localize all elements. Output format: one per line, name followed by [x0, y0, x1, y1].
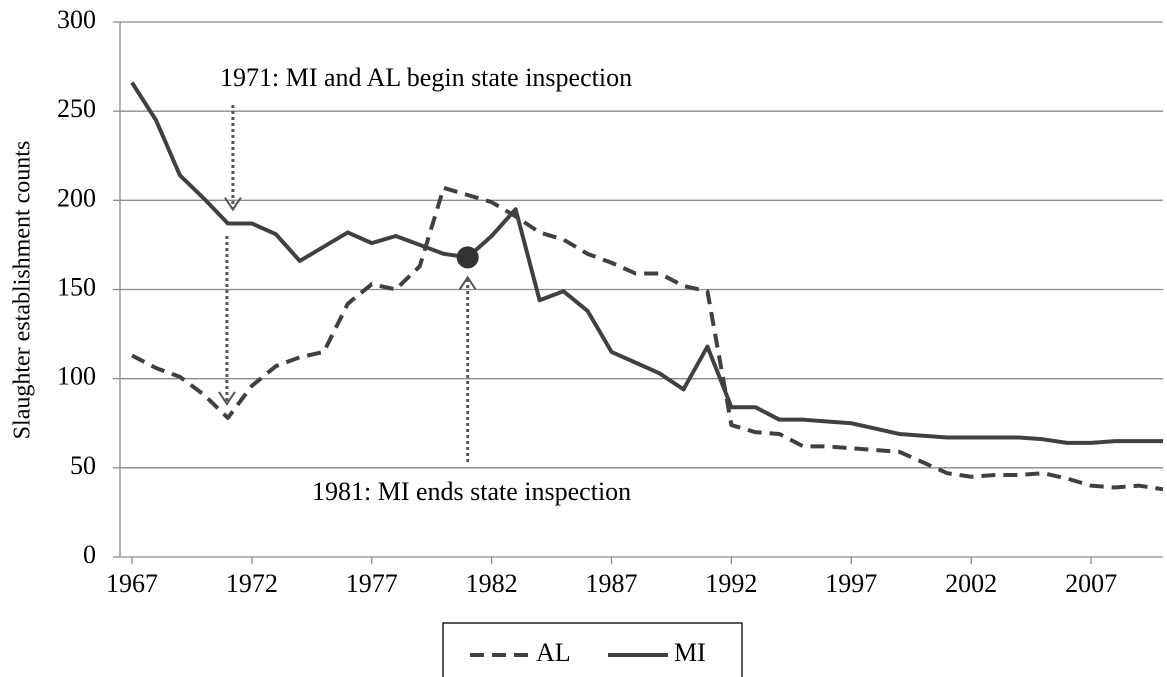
legend-label: MI: [674, 638, 706, 667]
annotation: 1971: MI and AL begin state inspection: [220, 63, 632, 92]
annotation: 1981: MI ends state inspection: [312, 477, 631, 506]
y-tick-label: 250: [57, 94, 96, 123]
annotation-arrow-head: [224, 196, 242, 212]
x-tick-label: 2007: [1065, 569, 1117, 598]
y-tick-label: 50: [70, 451, 96, 480]
y-tick-label: 150: [57, 272, 96, 301]
x-tick-label: 1972: [226, 569, 278, 598]
y-tick-label: 300: [57, 5, 96, 34]
series-line: [130, 81, 1163, 445]
annotation-arrow-head: [458, 275, 477, 290]
y-tick-label: 100: [57, 362, 96, 391]
x-tick-label: 1987: [586, 569, 638, 598]
x-tick-label: 1992: [705, 569, 757, 598]
y-tick-label: 200: [57, 183, 96, 212]
x-tick-label: 1967: [106, 569, 158, 598]
y-axis-label: Slaughter establishment counts: [10, 141, 36, 440]
y-tick-label: 0: [83, 540, 96, 569]
x-tick-label: 1997: [825, 569, 877, 598]
legend-box: [442, 622, 743, 677]
legend-label: AL: [536, 638, 571, 667]
series-line: [131, 185, 1164, 492]
highlight-point: [456, 246, 479, 269]
x-tick-label: 1982: [466, 569, 518, 598]
annotation-arrow-head: [218, 391, 236, 406]
x-tick-label: 1977: [346, 569, 398, 598]
x-tick-label: 2002: [945, 569, 997, 598]
